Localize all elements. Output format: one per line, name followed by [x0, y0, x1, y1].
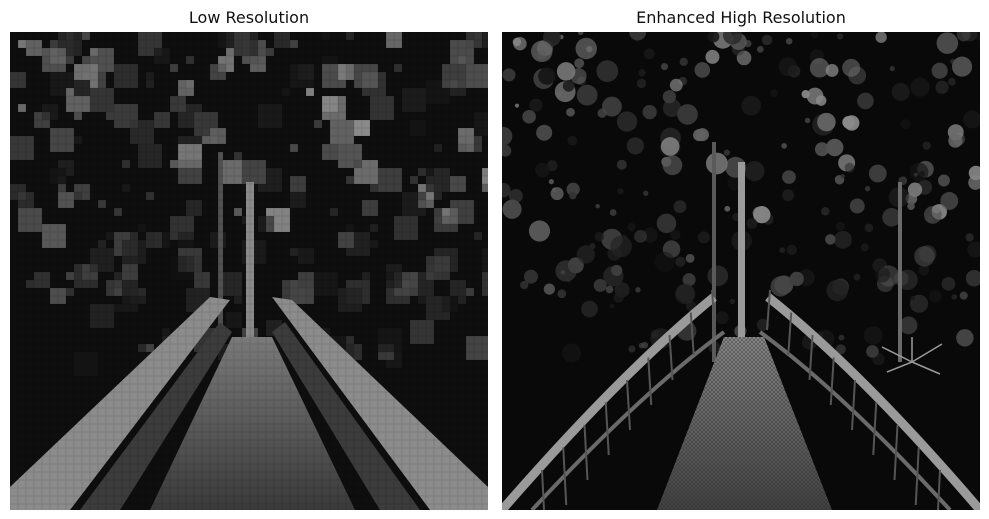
panel-title: Enhanced High Resolution — [636, 8, 846, 27]
low-resolution-panel: Low Resolution — [10, 0, 488, 510]
panel-title: Low Resolution — [188, 8, 310, 27]
enhanced-resolution-image — [502, 32, 980, 510]
forest-bridge-image — [10, 32, 488, 510]
enhanced-resolution-panel: Enhanced High Resolution — [502, 0, 980, 510]
low-resolution-image — [10, 32, 488, 510]
forest-bridge-image — [502, 32, 980, 510]
